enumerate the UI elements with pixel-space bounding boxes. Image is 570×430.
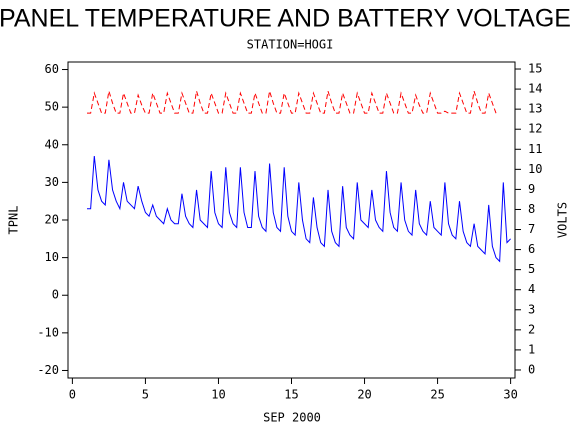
y-tick-label: 20 <box>45 213 59 227</box>
x-tick-label: 5 <box>142 388 149 402</box>
y2-tick-label: 13 <box>528 102 542 116</box>
x-tick-label: 15 <box>284 388 298 402</box>
y-tick-label: 60 <box>45 62 59 76</box>
y-axis-label: TPNL <box>7 206 21 235</box>
y2-tick-label: 15 <box>528 62 542 76</box>
y2-tick-label: 5 <box>528 262 535 276</box>
y2-tick-label: 3 <box>528 302 535 316</box>
x-axis-label: SEP 2000 <box>263 411 321 425</box>
y-tick-label: 0 <box>52 288 59 302</box>
y2-tick-label: 2 <box>528 322 535 336</box>
y-tick-label: -20 <box>37 363 59 377</box>
y-tick-label: 30 <box>45 175 59 189</box>
y2-tick-label: 8 <box>528 202 535 216</box>
chart-title: PANEL TEMPERATURE AND BATTERY VOLTAGE <box>0 5 570 33</box>
y2-tick-label: 10 <box>528 162 542 176</box>
y2-tick-label: 6 <box>528 242 535 256</box>
y2-tick-label: 7 <box>528 222 535 236</box>
x-tick-label: 25 <box>430 388 444 402</box>
series-line <box>86 90 497 114</box>
x-tick-label: 20 <box>357 388 371 402</box>
y2-tick-label: 4 <box>528 282 535 296</box>
y2-tick-label: 9 <box>528 182 535 196</box>
y2-tick-label: 11 <box>528 142 542 156</box>
y2-tick-label: 12 <box>528 122 542 136</box>
x-tick-label: 30 <box>503 388 517 402</box>
x-tick-label: 0 <box>69 388 76 402</box>
y2-tick-label: 0 <box>528 362 535 376</box>
x-tick-label: 10 <box>211 388 225 402</box>
y-tick-label: 50 <box>45 100 59 114</box>
y-tick-label: 10 <box>45 250 59 264</box>
series-line <box>86 155 511 263</box>
y-tick-label: -10 <box>37 325 59 339</box>
y2-axis-label: VOLTS <box>556 202 570 238</box>
y2-tick-label: 1 <box>528 342 535 356</box>
y-tick-label: 40 <box>45 137 59 151</box>
chart-subtitle: STATION=HOGI <box>247 38 334 52</box>
y2-tick-label: 14 <box>528 82 542 96</box>
